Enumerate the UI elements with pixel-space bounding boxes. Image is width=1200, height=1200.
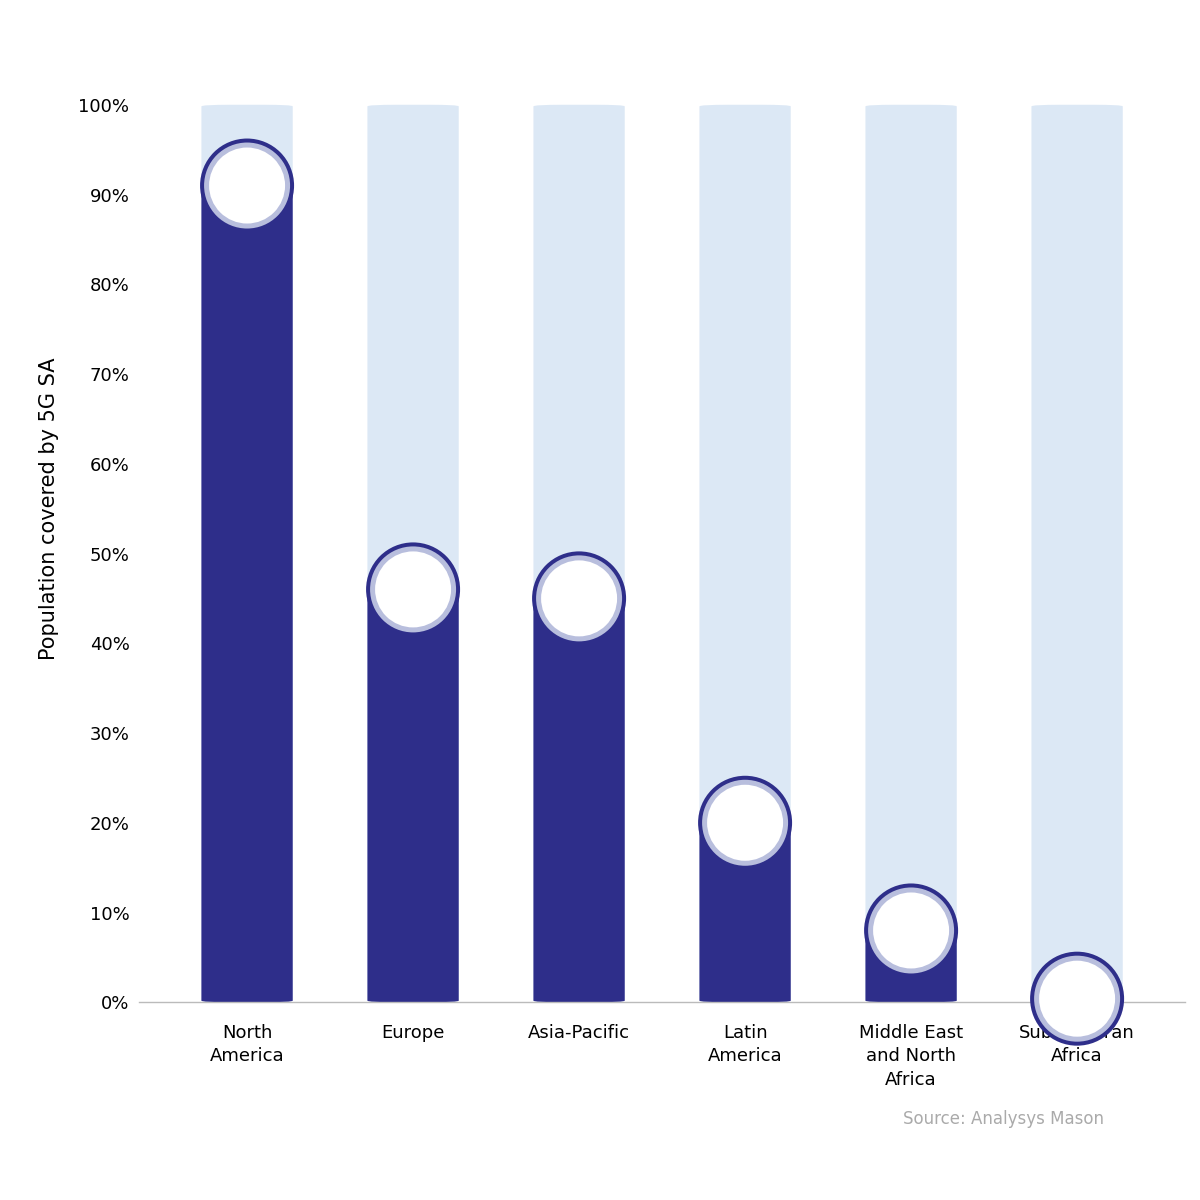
Text: 45%: 45% <box>547 586 611 611</box>
Text: 46%: 46% <box>382 576 445 602</box>
FancyBboxPatch shape <box>865 930 956 1002</box>
FancyBboxPatch shape <box>367 104 458 1002</box>
FancyBboxPatch shape <box>700 104 791 1002</box>
Y-axis label: Population covered by 5G SA: Population covered by 5G SA <box>38 358 59 660</box>
Text: 0.40%: 0.40% <box>1031 985 1123 1012</box>
FancyBboxPatch shape <box>534 104 625 1002</box>
Text: 91%: 91% <box>215 173 278 198</box>
FancyBboxPatch shape <box>202 104 293 1002</box>
Text: 20%: 20% <box>714 810 776 835</box>
FancyBboxPatch shape <box>534 599 625 1002</box>
FancyBboxPatch shape <box>202 186 293 1002</box>
FancyBboxPatch shape <box>367 589 458 1002</box>
FancyBboxPatch shape <box>1032 104 1123 1002</box>
Text: Source: Analysys Mason: Source: Analysys Mason <box>904 1110 1104 1128</box>
Text: 8%: 8% <box>889 918 934 943</box>
FancyBboxPatch shape <box>700 823 791 1002</box>
FancyBboxPatch shape <box>865 104 956 1002</box>
